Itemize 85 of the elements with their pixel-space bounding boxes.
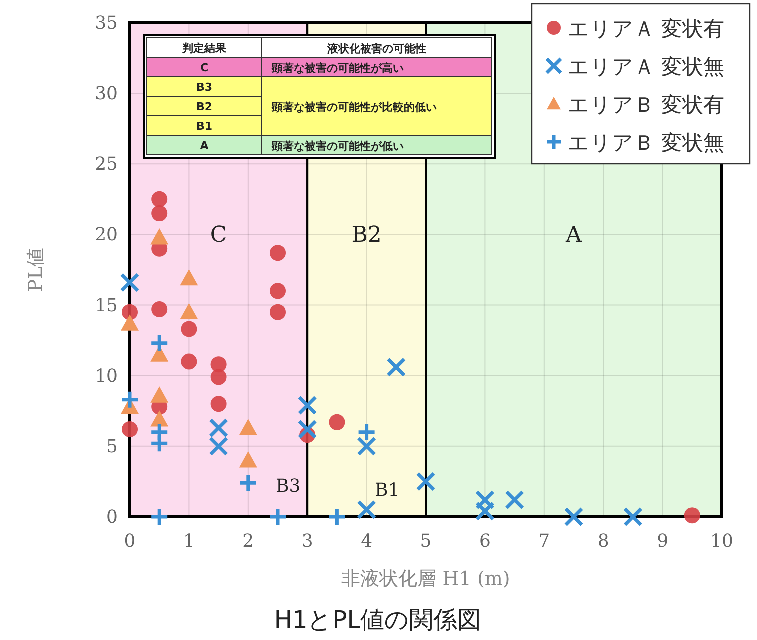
annotation: B1 [196,120,213,133]
point [121,314,139,331]
point [180,269,198,286]
point [152,302,168,318]
legend-label: エリアＡ 変状有 [568,17,725,41]
x-tick-label: 6 [479,531,491,552]
point [357,422,377,442]
point [386,358,406,378]
point [357,500,377,520]
x-tick-label: 5 [420,531,432,552]
point [270,304,286,320]
x-tick-label: 1 [183,531,195,552]
x-tick-label: 9 [657,531,669,552]
point [150,434,170,454]
legend-label: エリアＢ 変状有 [568,93,725,117]
point [181,321,198,338]
band-label: B2 [352,222,382,248]
point [329,414,346,430]
point [209,436,229,456]
y-axis-title: PL値 [25,248,47,292]
point [120,390,140,410]
legend-label: エリアＢ 変状無 [568,131,725,155]
y-tick-label: 30 [95,84,118,105]
x-tick-label: 0 [124,531,136,552]
y-tick-label: 10 [95,366,118,387]
x-tick-label: 7 [538,531,550,552]
point [268,507,288,527]
point [238,473,258,493]
point [239,452,258,468]
point [357,436,377,456]
point [270,283,286,300]
point [122,421,138,438]
y-tick-label: 0 [106,507,118,528]
annotation: 顕著な被害の可能性が比較的低い [271,100,437,114]
x-tick-label: 2 [242,531,254,552]
point [327,507,347,527]
point [150,507,170,527]
point [684,508,700,524]
point [505,490,525,510]
point [120,272,140,292]
y-tick-label: 25 [95,154,118,176]
y-tick-label: 15 [95,295,118,316]
y-tick-label: 5 [106,436,118,458]
x-tick-label: 3 [302,531,314,552]
legend-label: エリアＡ 変状無 [568,55,725,79]
point [150,334,170,354]
point [122,304,138,320]
y-tick-label: 35 [95,13,118,34]
annotation: 顕著な被害の可能性が低い [271,140,404,153]
point [475,490,495,510]
point [150,386,169,403]
point [623,507,643,527]
point [209,418,229,438]
annotation: B3 [276,476,301,497]
point [152,206,168,222]
point [239,419,258,436]
point [150,410,169,427]
point [210,396,227,412]
point [210,369,227,386]
annotation: B2 [196,100,213,114]
y-tick-label: 20 [95,224,118,246]
annotation: 判定結果 [182,42,228,55]
point [270,245,286,262]
point [475,502,495,522]
point [564,507,584,527]
point [150,228,169,245]
annotation: C [200,62,209,74]
annotation: B3 [196,81,213,94]
x-tick-label: 4 [361,531,373,552]
x-axis-title: 非液状化層 H1 (m) [342,568,510,590]
point [298,396,318,416]
point [416,472,436,492]
point [181,354,198,370]
annotation: 液状化被害の可能性 [326,42,426,56]
band-label: C [210,222,228,248]
annotation: A [200,140,210,152]
point [298,420,318,440]
band-label: A [565,222,584,248]
annotation: 顕著な被害の可能性が高い [271,62,404,75]
point [180,303,198,320]
annotation: B1 [375,480,400,501]
x-tick-label: 8 [598,531,610,552]
point [152,191,168,208]
x-tick-label: 10 [710,531,734,552]
text: H1とPL値の関係図 [274,606,482,634]
